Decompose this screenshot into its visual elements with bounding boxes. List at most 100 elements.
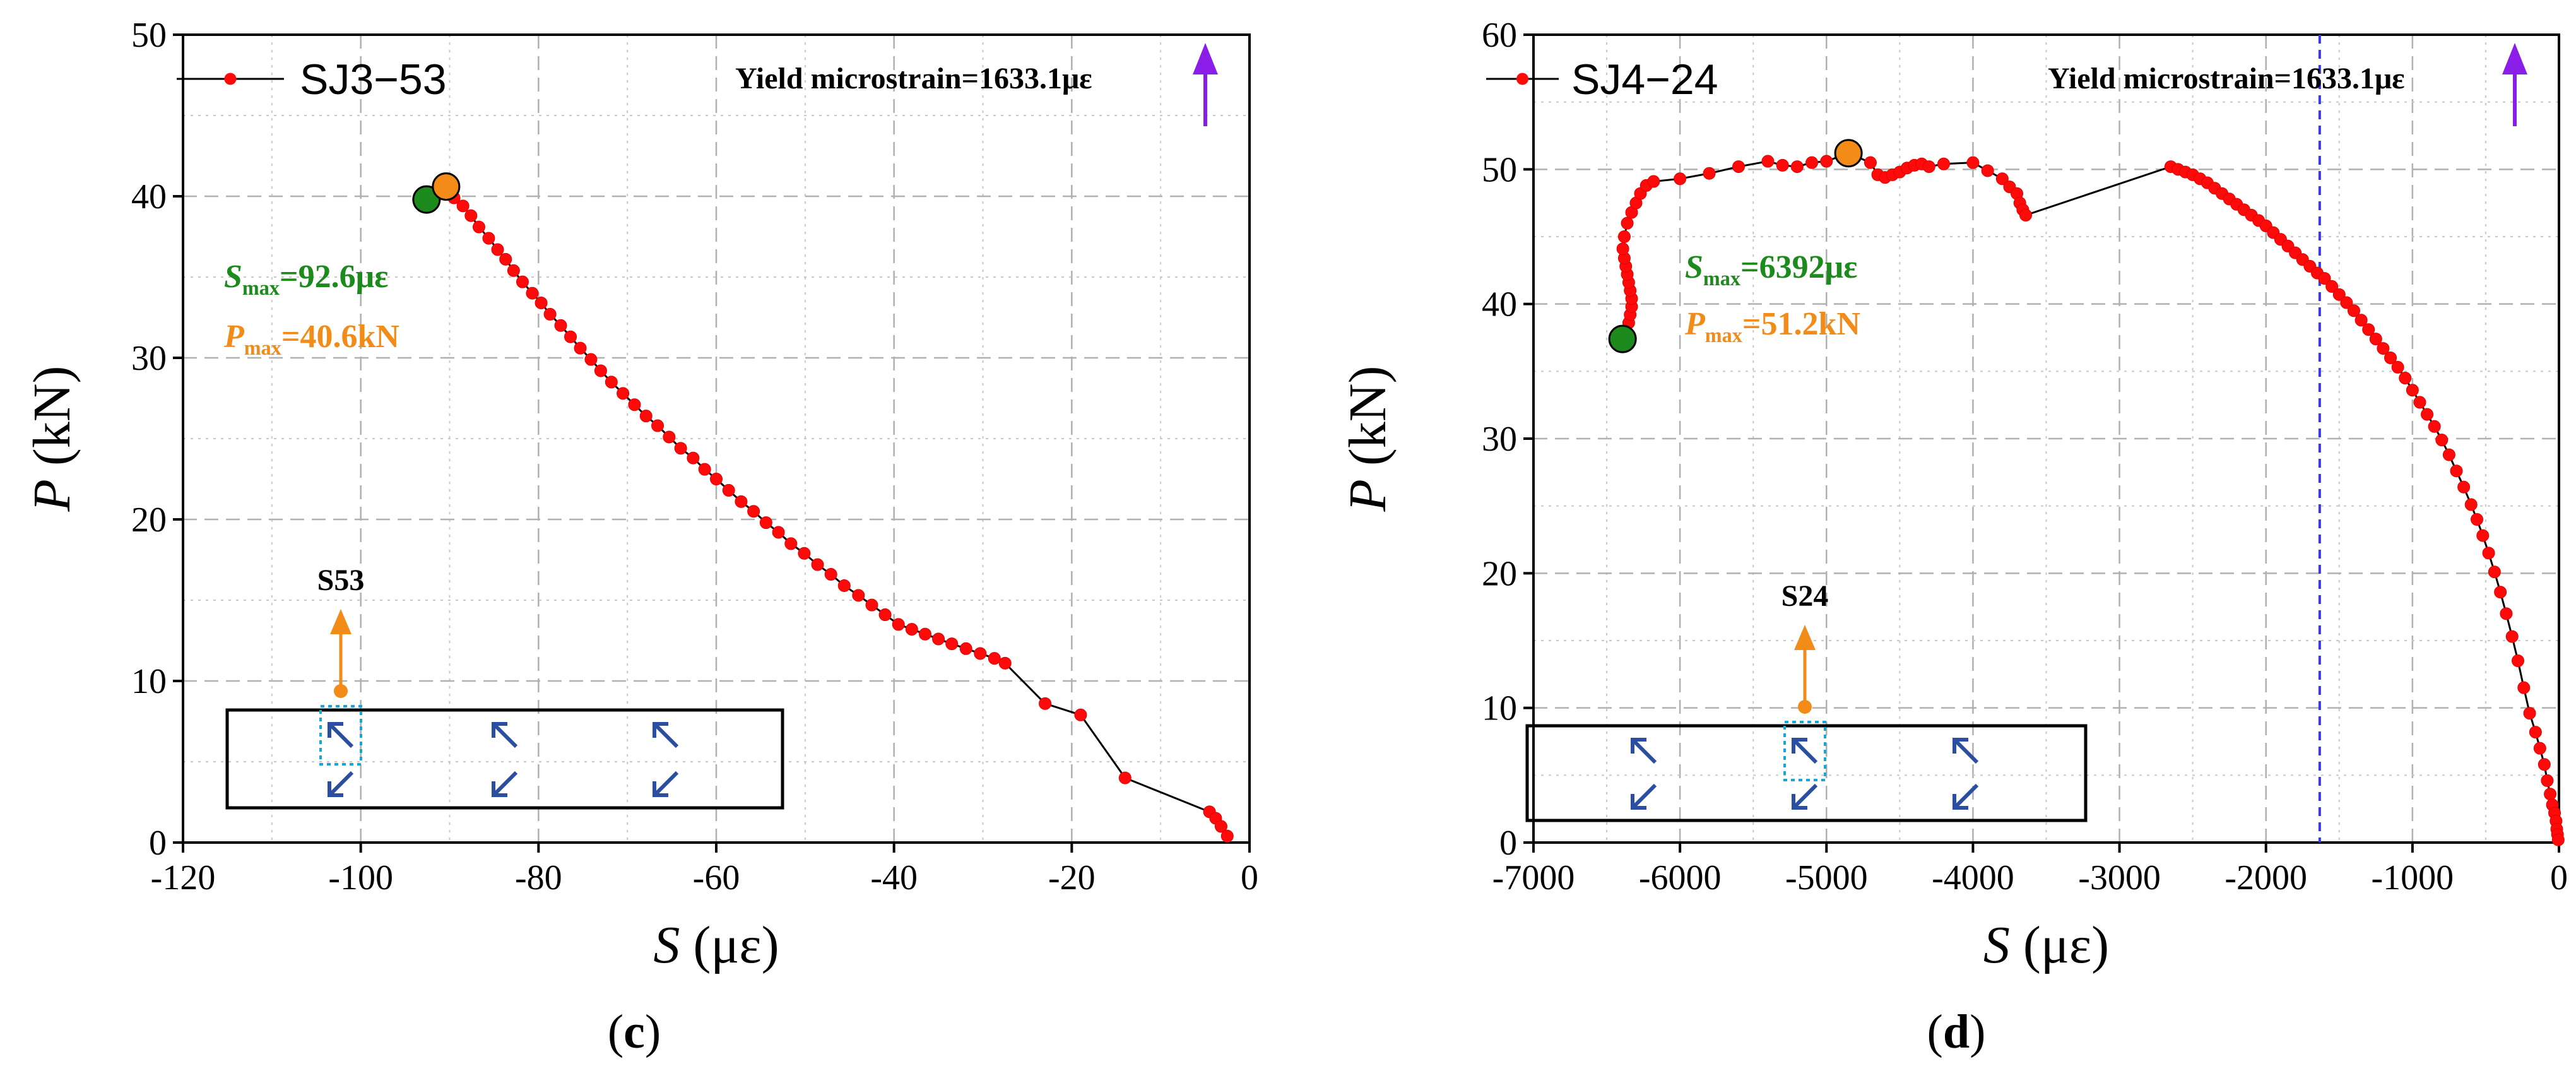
data-point bbox=[905, 623, 918, 636]
data-point bbox=[698, 463, 711, 476]
data-point bbox=[918, 627, 931, 641]
data-point bbox=[2450, 464, 2463, 478]
smax-marker bbox=[412, 185, 441, 214]
arrow-shaft bbox=[1792, 783, 1818, 810]
x-tick-label: -60 bbox=[693, 858, 740, 897]
y-axis-var: P bbox=[1338, 479, 1397, 512]
y-axis-title: P (kN) bbox=[1338, 366, 1397, 512]
smax-annotation: Smax=92.6με bbox=[224, 259, 388, 299]
arrow-shaft bbox=[1953, 738, 1979, 764]
strain-gauge-lower-0 bbox=[328, 771, 354, 797]
data-point bbox=[2369, 333, 2382, 346]
x-tick-label: -1000 bbox=[2372, 858, 2454, 897]
y-axis-unit: (kN) bbox=[23, 366, 81, 480]
data-point bbox=[456, 199, 470, 213]
arrow-shaft bbox=[653, 771, 679, 797]
data-point bbox=[1820, 155, 1833, 168]
data-point bbox=[1981, 164, 1994, 177]
data-point bbox=[1647, 175, 1660, 188]
data-point bbox=[2348, 304, 2360, 317]
data-point bbox=[1761, 155, 1775, 168]
arrow-shaft bbox=[492, 771, 518, 797]
data-point bbox=[605, 376, 618, 389]
data-point bbox=[2529, 726, 2542, 739]
pmax-annotation: Pmax=51.2kN bbox=[1684, 306, 1860, 346]
y-tick-label: 30 bbox=[1482, 420, 1517, 459]
y-tick-label: 10 bbox=[131, 662, 167, 701]
x-tick-label: -20 bbox=[1048, 858, 1096, 897]
s_max-value: =6392με bbox=[1740, 249, 1857, 285]
data-point bbox=[687, 451, 700, 464]
x-axis-unit: (με) bbox=[680, 916, 779, 974]
x-tick-label: -3000 bbox=[2078, 858, 2161, 897]
data-point bbox=[1674, 172, 1687, 186]
arrow-head bbox=[328, 781, 343, 797]
specimen-box bbox=[225, 708, 784, 810]
sensor-label: S24 bbox=[1781, 579, 1829, 613]
strain-gauge-lower-2 bbox=[1953, 783, 1979, 810]
data-point bbox=[1966, 156, 1980, 169]
data-point bbox=[735, 495, 748, 508]
s_max-sub: max bbox=[1703, 267, 1740, 290]
strain-gauge-upper-1 bbox=[492, 722, 518, 749]
s_max-value: =92.6με bbox=[280, 259, 388, 295]
data-point bbox=[2354, 314, 2368, 327]
data-point bbox=[526, 287, 539, 300]
data-point bbox=[2505, 630, 2519, 643]
data-point bbox=[554, 319, 567, 332]
data-point bbox=[1864, 156, 1877, 169]
strain-gauge-lower-1 bbox=[492, 771, 518, 797]
data-point bbox=[535, 296, 548, 309]
p_max-value: =51.2kN bbox=[1742, 306, 1860, 342]
data-point bbox=[663, 430, 676, 444]
data-point bbox=[2399, 372, 2412, 384]
data-point bbox=[2362, 323, 2375, 336]
strain-gauge-upper-0 bbox=[328, 722, 354, 749]
x-tick-label: -100 bbox=[328, 858, 393, 897]
data-point bbox=[1732, 160, 1745, 174]
sensor-pointer-dot bbox=[334, 684, 348, 698]
data-point bbox=[499, 252, 512, 266]
data-point bbox=[651, 419, 665, 432]
x-axis-unit: (με) bbox=[2010, 916, 2109, 974]
data-point bbox=[988, 652, 1001, 665]
data-point bbox=[1616, 242, 1629, 256]
data-point bbox=[2512, 654, 2524, 667]
data-point bbox=[2476, 529, 2490, 542]
arrow-head bbox=[1953, 794, 1968, 810]
smax-marker bbox=[1608, 324, 1637, 353]
arrow-head bbox=[492, 722, 507, 738]
data-point bbox=[1995, 172, 2009, 186]
x-tick-label: -40 bbox=[870, 858, 918, 897]
s_max-var: S bbox=[224, 259, 242, 295]
data-point bbox=[2340, 296, 2353, 309]
legend-marker bbox=[1516, 73, 1528, 85]
selected-gauge-box bbox=[1783, 721, 1826, 781]
yield-arrow-head bbox=[2502, 43, 2527, 74]
data-point bbox=[865, 598, 878, 612]
data-point bbox=[2435, 434, 2449, 447]
data-point bbox=[852, 589, 865, 602]
y-tick-label: 20 bbox=[131, 500, 167, 540]
data-point bbox=[639, 410, 653, 423]
p_max-sub: max bbox=[244, 336, 281, 359]
x-tick-label: 0 bbox=[2550, 858, 2568, 897]
arrow-head bbox=[653, 722, 668, 738]
x-tick-label: -6000 bbox=[1639, 858, 1722, 897]
data-point bbox=[2464, 498, 2478, 511]
panel-label-close: ) bbox=[1970, 1005, 1985, 1058]
data-point bbox=[584, 353, 598, 366]
data-point bbox=[628, 398, 641, 411]
x-tick-label: -4000 bbox=[1932, 858, 2014, 897]
data-point bbox=[1617, 230, 1631, 243]
data-point bbox=[2332, 288, 2346, 301]
yield-note: Yield microstrain=1633.1με bbox=[735, 62, 1092, 95]
arrow-shaft bbox=[1792, 738, 1818, 764]
data-point bbox=[2457, 480, 2471, 494]
pmax-marker bbox=[1834, 139, 1863, 168]
data-point bbox=[674, 442, 687, 455]
selected-gauge-box bbox=[319, 705, 362, 766]
data-point bbox=[2541, 774, 2554, 787]
p_max-sub: max bbox=[1705, 324, 1742, 346]
